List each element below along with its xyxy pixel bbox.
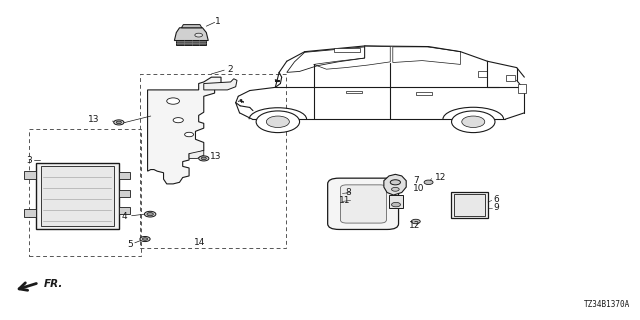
- Text: 14: 14: [195, 238, 205, 247]
- Circle shape: [198, 156, 209, 161]
- Bar: [24, 171, 36, 179]
- Bar: [346, 91, 362, 93]
- Bar: [451, 193, 488, 218]
- Text: 7: 7: [413, 176, 419, 185]
- Text: 6: 6: [493, 195, 499, 204]
- Text: FR.: FR.: [44, 279, 63, 289]
- Circle shape: [201, 157, 206, 160]
- Circle shape: [195, 33, 202, 37]
- Bar: [140, 74, 285, 248]
- Bar: [518, 84, 525, 93]
- Polygon shape: [148, 77, 221, 184]
- Polygon shape: [189, 150, 204, 158]
- Bar: [334, 49, 360, 52]
- Text: 9: 9: [493, 203, 499, 212]
- Bar: [36, 163, 119, 228]
- Circle shape: [424, 180, 433, 185]
- Circle shape: [173, 118, 183, 123]
- Polygon shape: [174, 28, 208, 41]
- Text: 1: 1: [215, 17, 221, 26]
- Circle shape: [392, 202, 401, 207]
- Polygon shape: [181, 25, 202, 28]
- Circle shape: [147, 212, 154, 216]
- Circle shape: [167, 98, 179, 104]
- Text: 3: 3: [26, 156, 32, 164]
- Bar: [478, 71, 487, 76]
- Circle shape: [184, 132, 193, 137]
- Polygon shape: [176, 40, 206, 45]
- Circle shape: [390, 180, 401, 185]
- Polygon shape: [204, 79, 237, 90]
- FancyBboxPatch shape: [340, 185, 387, 223]
- Text: 12: 12: [435, 173, 446, 182]
- Circle shape: [116, 121, 122, 124]
- Circle shape: [462, 116, 484, 127]
- Text: TZ34B1370A: TZ34B1370A: [584, 300, 630, 309]
- Circle shape: [256, 111, 300, 132]
- Text: 2: 2: [228, 65, 234, 74]
- Text: 12: 12: [409, 221, 420, 230]
- Bar: [416, 92, 432, 95]
- Bar: [29, 129, 141, 256]
- Text: 10: 10: [413, 184, 425, 193]
- Bar: [506, 75, 515, 81]
- Circle shape: [140, 236, 150, 242]
- Circle shape: [145, 211, 156, 217]
- Bar: [119, 172, 131, 179]
- Polygon shape: [384, 174, 406, 195]
- Bar: [389, 195, 403, 208]
- Bar: [119, 190, 131, 197]
- Circle shape: [412, 219, 420, 224]
- Bar: [119, 207, 131, 214]
- Text: 8: 8: [345, 188, 351, 197]
- Bar: [41, 166, 114, 226]
- Circle shape: [143, 238, 148, 240]
- Text: 13: 13: [88, 115, 100, 124]
- Circle shape: [392, 188, 399, 191]
- Circle shape: [114, 120, 124, 125]
- Text: 11: 11: [339, 196, 351, 205]
- Circle shape: [452, 111, 495, 132]
- FancyBboxPatch shape: [328, 178, 399, 229]
- Bar: [24, 209, 36, 217]
- Text: 13: 13: [210, 152, 221, 161]
- Text: 5: 5: [128, 240, 134, 249]
- Text: 4: 4: [122, 212, 127, 221]
- Circle shape: [266, 116, 289, 127]
- Bar: [454, 194, 484, 216]
